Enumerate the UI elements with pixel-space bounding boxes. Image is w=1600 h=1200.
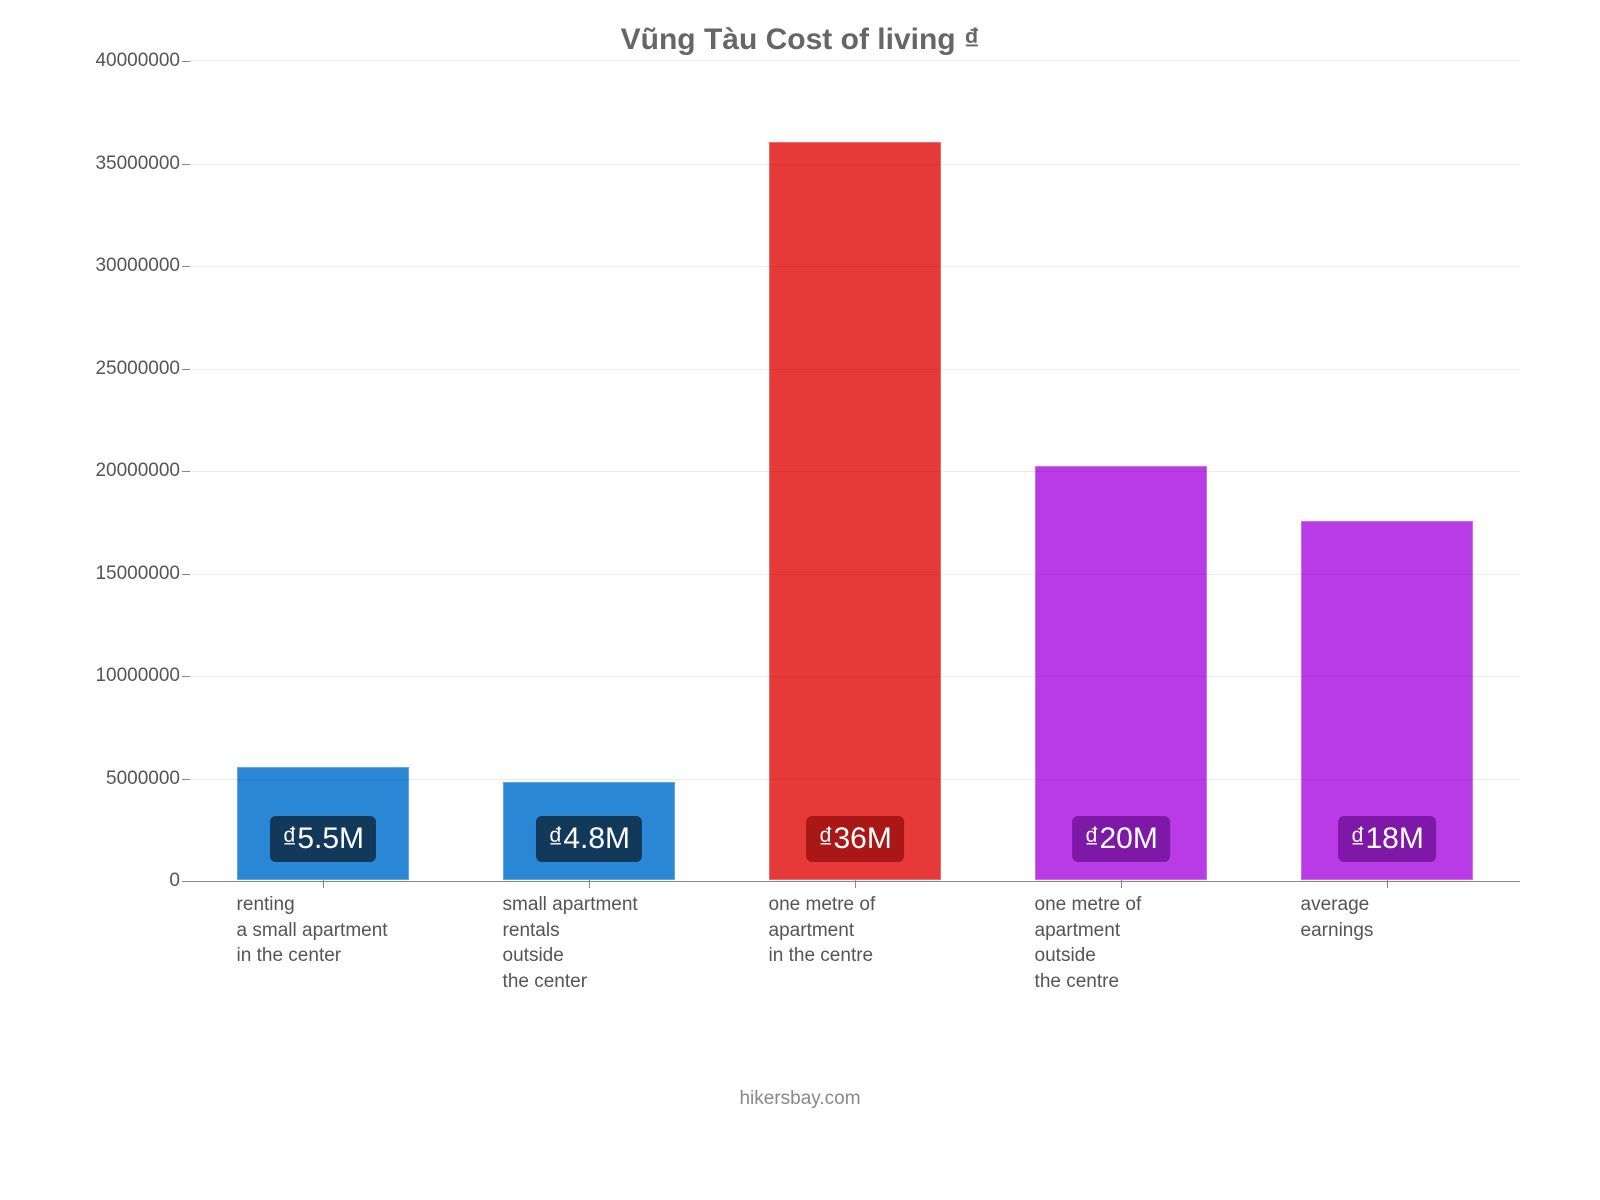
y-tick <box>182 266 190 267</box>
x-tick-label: renting a small apartment in the center <box>237 892 410 969</box>
bar: ₫5.5M <box>237 767 410 880</box>
y-tick-label: 5000000 <box>106 768 180 790</box>
x-tick-label: average earnings <box>1301 892 1474 943</box>
y-tick-label: 40000000 <box>95 50 180 72</box>
y-tick-label: 30000000 <box>95 255 180 277</box>
cost-of-living-bar-chart: Vũng Tàu Cost of living ₫ ₫5.5M ₫4.8M ₫36M… <box>60 20 1540 1120</box>
bar: ₫36M <box>769 142 942 880</box>
grid-line <box>190 369 1520 370</box>
y-tick-label: 0 <box>169 870 180 892</box>
x-tick <box>1121 880 1122 888</box>
y-tick <box>182 164 190 165</box>
bar: ₫18M <box>1301 521 1474 880</box>
y-tick <box>182 471 190 472</box>
bar-value-label: ₫4.8M <box>536 816 642 862</box>
bar: ₫4.8M <box>503 782 676 880</box>
y-tick <box>182 574 190 575</box>
x-tick-label: one metre of apartment outside the centr… <box>1035 892 1208 995</box>
y-tick-label: 10000000 <box>95 665 180 687</box>
bar: ₫20M <box>1035 466 1208 880</box>
grid-line <box>190 164 1520 165</box>
bar-value-label: ₫18M <box>1338 816 1436 862</box>
y-tick <box>182 779 190 780</box>
chart-credit: hikersbay.com <box>60 1088 1540 1110</box>
x-tick-label: one metre of apartment in the centre <box>769 892 942 969</box>
x-tick <box>855 880 856 888</box>
grid-line <box>190 266 1520 267</box>
y-tick <box>182 369 190 370</box>
chart-title: Vũng Tàu Cost of living ₫ <box>60 20 1540 60</box>
x-tick <box>589 880 590 888</box>
grid-line <box>190 574 1520 575</box>
y-tick-label: 35000000 <box>95 153 180 175</box>
grid-line <box>190 779 1520 780</box>
grid-line <box>190 676 1520 677</box>
y-tick-label: 15000000 <box>95 563 180 585</box>
x-tick-label: small apartment rentals outside the cent… <box>503 892 676 995</box>
y-tick-label: 20000000 <box>95 460 180 482</box>
y-tick <box>182 881 190 882</box>
y-tick-label: 25000000 <box>95 358 180 380</box>
x-tick <box>1387 880 1388 888</box>
bar-value-label: ₫36M <box>806 816 904 862</box>
bar-value-label: ₫20M <box>1072 816 1170 862</box>
grid-line <box>190 471 1520 472</box>
y-tick <box>182 676 190 677</box>
x-tick <box>323 880 324 888</box>
y-tick <box>182 61 190 62</box>
x-axis-labels: renting a small apartment in the center s… <box>190 880 1520 1040</box>
plot-area: ₫5.5M₫4.8M₫36M₫20M₫18M 05000000100000001… <box>190 60 1520 880</box>
bar-value-label: ₫5.5M <box>270 816 376 862</box>
